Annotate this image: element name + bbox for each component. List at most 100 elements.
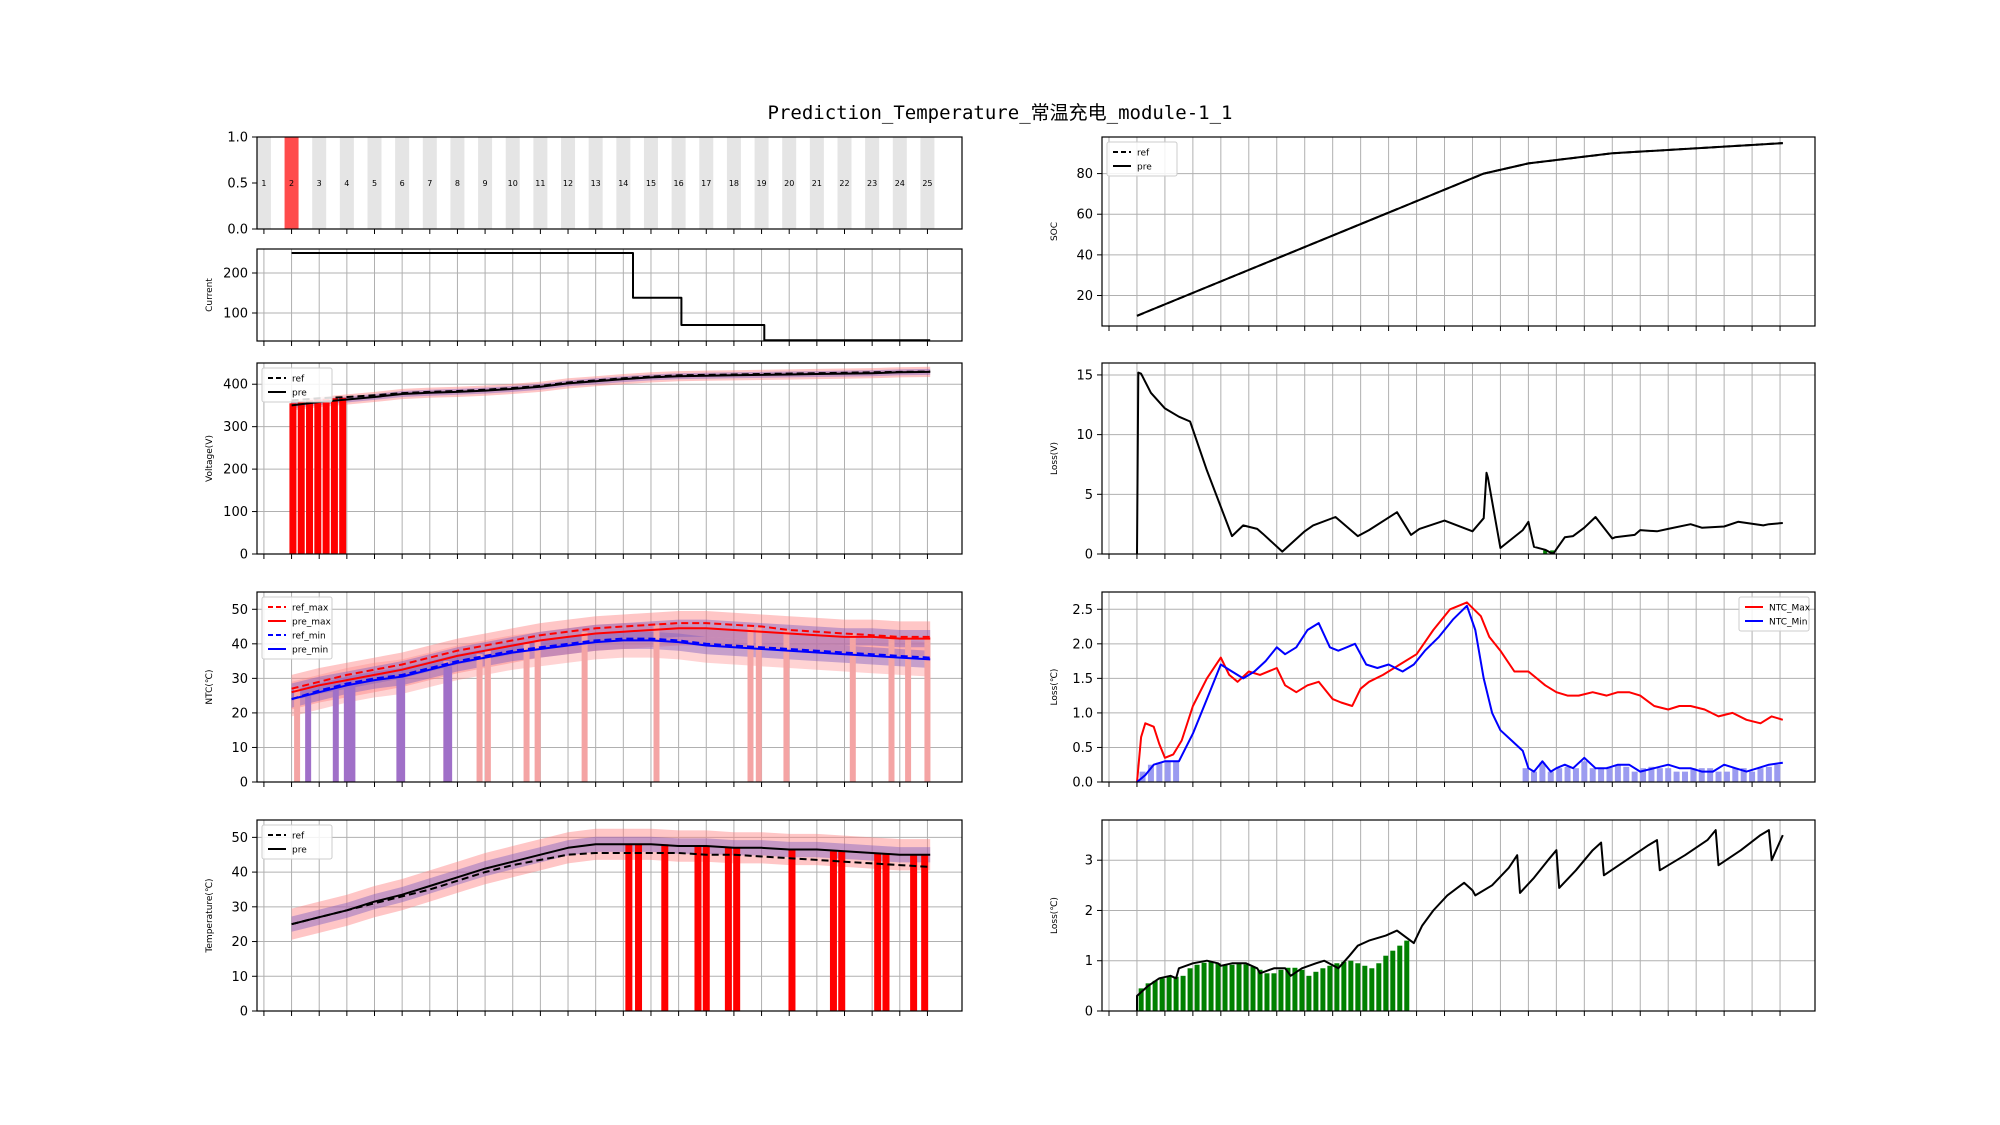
bar-label: 7	[427, 179, 432, 188]
subplot-lossv: 0 5 10 15 Loss(V)	[1050, 362, 1816, 563]
soc-line-pre	[1136, 142, 1783, 317]
lossntc-error-bar	[1581, 761, 1588, 782]
ntc-band-max-red	[291, 611, 931, 710]
y-tick-label: 0.5	[1072, 741, 1093, 756]
lossntc-error-bar	[1606, 766, 1613, 782]
bar-label: 16	[674, 179, 684, 188]
ntc-error-bar-red	[581, 631, 588, 782]
current-line	[291, 252, 931, 342]
temp-line-pre	[291, 843, 931, 926]
axes-frame	[256, 248, 963, 342]
y-tick-label: 50	[231, 603, 248, 618]
legend-box	[1738, 596, 1810, 632]
bar	[505, 137, 520, 229]
losstemp-error-bar	[1243, 964, 1249, 1011]
lossntc-error-bar	[1665, 768, 1672, 782]
lossv-line	[1136, 371, 1783, 555]
legend: ref pre	[1106, 141, 1178, 177]
bar	[533, 137, 548, 229]
lossntc-error-bar	[1631, 771, 1638, 782]
lossntc-error-bar	[1640, 768, 1647, 782]
ntc-error-bar-purple	[305, 695, 312, 782]
ntc-line-ref_min	[291, 637, 931, 701]
lossntc-error-bar	[1522, 768, 1529, 782]
y-tick-label: 20	[231, 935, 248, 950]
losstemp-error-bar	[1383, 955, 1389, 1011]
legend-label: ref_max	[292, 604, 329, 614]
lossntc-error-bar	[1173, 761, 1180, 782]
lossntc-error-bar	[1707, 768, 1714, 782]
bar-label: 22	[839, 179, 849, 188]
y-tick-label: 0	[240, 1005, 248, 1020]
bar-label: 25	[922, 179, 932, 188]
losstemp-error-bar	[1145, 983, 1151, 1011]
lossntc-error-bar	[1147, 764, 1154, 782]
bar-label: 15	[646, 179, 656, 188]
lossntc-error-bar	[1749, 771, 1756, 782]
voltage-error-bar	[297, 401, 305, 554]
bar-label: 8	[455, 179, 460, 188]
lossntc-error-bar	[1690, 768, 1697, 782]
losstemp-error-bar	[1369, 968, 1375, 1011]
legend-box	[1106, 141, 1178, 177]
ntc-error-bar-purple	[343, 683, 350, 782]
bar-label: 13	[591, 179, 601, 188]
bar	[450, 137, 465, 229]
legend-box	[261, 824, 333, 860]
losstemp-error-bar	[1236, 963, 1242, 1011]
bar-label: 24	[895, 179, 905, 188]
ntc-error-bar-red	[924, 636, 931, 782]
bar-label: 14	[618, 179, 628, 188]
losstemp-error-bar	[1376, 963, 1382, 1011]
lossntc-line-NTC_Max	[1136, 601, 1784, 783]
ntc-error-bar-red	[534, 640, 541, 782]
lossntc-error-bar	[1774, 764, 1781, 782]
lossntc-line-NTC_Min	[1136, 604, 1783, 783]
bar-label: 19	[756, 179, 766, 188]
lossntc-error-bar	[1572, 768, 1579, 782]
lossntc-error-bar	[1623, 766, 1630, 782]
bar-label: 5	[372, 179, 377, 188]
axes-frame	[256, 136, 963, 230]
ntc-line-pre_max	[291, 627, 931, 694]
bar	[754, 137, 769, 229]
losstemp-error-bar	[1166, 975, 1172, 1011]
losstemp-error-bar	[1320, 968, 1326, 1011]
legend-label: ref	[292, 832, 305, 842]
y-tick-label: 40	[1076, 248, 1093, 263]
axes-frame	[256, 819, 963, 1012]
bar	[837, 137, 852, 229]
losstemp-error-bar	[1201, 962, 1207, 1011]
lossntc-error-bar	[1698, 768, 1705, 782]
voltage-error-bar	[306, 400, 314, 554]
bar	[478, 137, 493, 229]
ntc-band-min-red	[291, 623, 931, 717]
y-tick-label: 40	[231, 866, 248, 881]
temp-error-bar	[733, 847, 741, 1011]
bar-label: 17	[701, 179, 711, 188]
subplot-tl: 0.00.51.01 2 3 4 5 6 7 8 9 10 11 12 13 14 15 16 17 18 19 20…	[227, 131, 963, 238]
losstemp-error-bar	[1264, 973, 1270, 1011]
losstemp-error-bar	[1250, 966, 1256, 1011]
voltage-line-pre	[291, 370, 931, 407]
voltage-error-bar	[289, 403, 297, 554]
ntc-line-pre_min	[291, 639, 931, 701]
lossv-error-bar	[1543, 550, 1548, 554]
y-tick-label: 1.5	[1072, 672, 1093, 687]
bar-label: 12	[563, 179, 573, 188]
y-tick-label: 30	[231, 672, 248, 687]
temp-error-bar	[694, 846, 702, 1011]
lossntc-error-bar	[1656, 768, 1663, 782]
bar	[256, 137, 271, 229]
legend-label: pre_min	[292, 646, 328, 656]
bar	[809, 137, 824, 229]
bar-label: 2	[289, 179, 294, 188]
lossntc-error-bar	[1681, 771, 1688, 782]
legend: ref pre	[261, 824, 333, 860]
lossntc-error-bar	[1765, 766, 1772, 782]
bar	[920, 137, 935, 229]
losstemp-error-bar	[1173, 976, 1179, 1011]
figure-title: Prediction_Temperature_常温充电_module-1_1	[767, 102, 1233, 124]
temp-error-bar	[921, 854, 929, 1011]
